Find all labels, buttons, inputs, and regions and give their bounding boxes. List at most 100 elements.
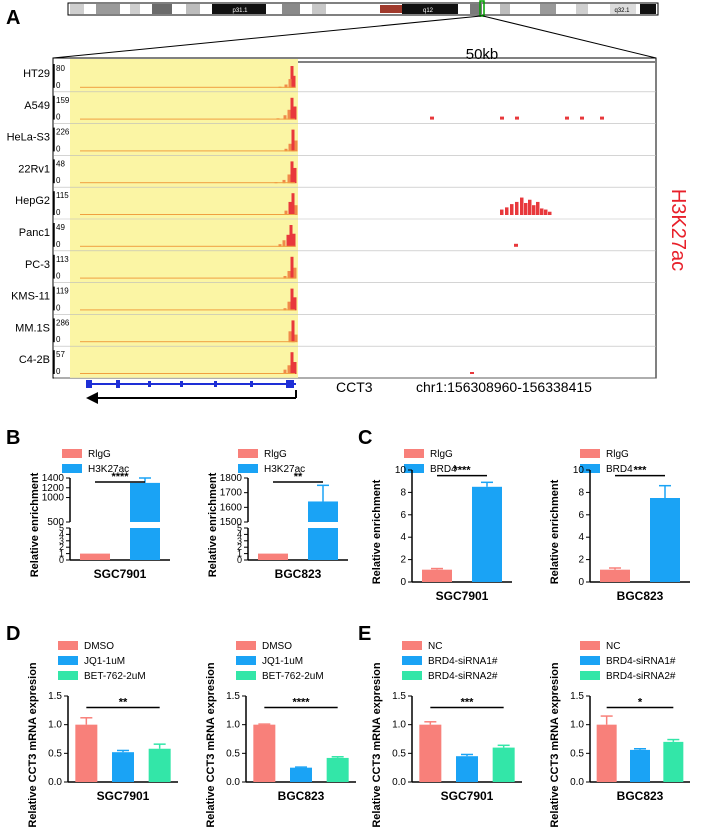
- significance-stars: *: [638, 696, 643, 708]
- x-axis-title: SGC7901: [94, 567, 147, 581]
- signal-peak: [294, 205, 298, 215]
- track-panc1: Panc1 49 0: [19, 223, 656, 252]
- track-min: 0: [56, 208, 61, 217]
- y-tick-label: 0: [237, 555, 242, 565]
- track-a549: A549 159 0: [24, 95, 656, 124]
- signal-baseline: [80, 245, 295, 247]
- y-tick-label: 10: [573, 465, 585, 476]
- legend-swatch: [236, 671, 256, 680]
- signal-peak: [288, 143, 292, 152]
- y-tick-label: 1500: [220, 517, 243, 528]
- track-max: 226: [56, 128, 70, 137]
- y-tick-label: 2: [578, 555, 584, 566]
- y-tick-label: 0: [578, 577, 584, 588]
- y-tick-label: 1200: [42, 483, 65, 494]
- track-pc-3: PC-3 113 0: [25, 255, 656, 283]
- legend-label: NC: [606, 641, 620, 652]
- legend-swatch: [58, 656, 78, 665]
- bar: [596, 724, 617, 782]
- y-tick-label: 2: [59, 542, 64, 552]
- legend-swatch: [404, 464, 424, 473]
- signal-peak: [514, 243, 518, 247]
- panel-label-d: D: [6, 623, 20, 645]
- chart-b-bgc823: RlgG H3K27ac Relative enrichment BGC823 0123…: [207, 449, 348, 581]
- y-tick-label: 1: [237, 549, 242, 559]
- y-tick-label: 1.0: [226, 720, 240, 731]
- signal-baseline: [80, 341, 295, 343]
- band: [130, 4, 140, 14]
- band: [470, 4, 482, 14]
- y-axis-label: Relative CCT3 mRNA expresion: [371, 662, 383, 828]
- arrow-head: [86, 392, 98, 404]
- y-tick-label: 4: [578, 532, 584, 543]
- band-label-q12: q12: [423, 8, 434, 14]
- signal-label: H3K27ac: [667, 189, 689, 271]
- track-ht29: HT29 80 0: [23, 64, 656, 93]
- exon: [148, 381, 151, 387]
- signal-peak: [292, 233, 296, 247]
- exon: [214, 381, 217, 387]
- legend-swatch: [62, 464, 82, 473]
- signal-peak: [528, 199, 532, 215]
- y-tick-label: 1.5: [570, 691, 584, 702]
- legend-label: BRD4: [606, 464, 633, 475]
- legend-label: DMSO: [262, 641, 292, 652]
- signal-peak: [544, 209, 548, 215]
- y-tick-label: 3: [59, 536, 64, 546]
- signal-peak: [287, 109, 291, 120]
- track-name: MM.1S: [15, 322, 50, 334]
- legend-swatch: [238, 464, 258, 473]
- signal-peak: [548, 211, 552, 215]
- signal-peak: [293, 297, 297, 311]
- track-name: HepG2: [15, 195, 50, 207]
- y-tick-label: 0.0: [226, 777, 240, 788]
- legend-label: BRD4-siRNA2#: [428, 671, 498, 682]
- legend-swatch: [404, 449, 424, 458]
- band-q32: [610, 4, 636, 14]
- chart-e-sgc7901: NC BRD4-siRNA1# BRD4-siRNA2# Relative CCT3 …: [371, 641, 522, 828]
- band: [500, 4, 510, 14]
- y-tick-label: 0.0: [48, 777, 62, 788]
- bar: [422, 569, 452, 582]
- signal-peak: [294, 140, 298, 152]
- y-tick-label: 4: [59, 529, 64, 539]
- signal-baseline: [80, 182, 295, 184]
- signal-peak: [287, 174, 291, 184]
- significance-stars: ****: [292, 696, 310, 708]
- legend-label: BET-762-2uM: [84, 671, 146, 682]
- bar: [80, 553, 110, 560]
- band: [540, 4, 556, 14]
- signal-peak: [282, 240, 286, 247]
- track-min: 0: [56, 272, 61, 281]
- track-max: 286: [56, 318, 70, 327]
- exon: [116, 380, 120, 388]
- y-tick-label: 1.0: [48, 720, 62, 731]
- bar: [130, 528, 160, 560]
- exon: [250, 381, 253, 387]
- track-min: 0: [56, 113, 61, 122]
- signal-peak: [288, 331, 292, 343]
- signal-peak: [293, 362, 297, 374]
- track-max: 48: [56, 159, 65, 168]
- band: [640, 4, 656, 14]
- track-max: 113: [56, 255, 69, 264]
- significance-stars: ***: [461, 696, 475, 708]
- x-axis-title: SGC7901: [436, 589, 489, 603]
- track-hela-s3: HeLa-S3 226 0: [7, 127, 656, 156]
- y-tick-label: 1400: [42, 473, 65, 484]
- signal-peak: [291, 193, 295, 215]
- signal-peak: [288, 79, 292, 88]
- significance-stars: ****: [111, 471, 129, 483]
- signal-peak: [293, 267, 297, 279]
- signal-peak: [283, 369, 287, 374]
- y-tick-label: 1.0: [570, 720, 584, 731]
- y-tick-label: 0.0: [570, 777, 584, 788]
- track-min: 0: [56, 335, 61, 344]
- bar: [663, 741, 684, 782]
- track-name: KMS-11: [11, 291, 50, 303]
- band: [312, 4, 326, 14]
- significance-stars: ***: [634, 465, 648, 477]
- band: [282, 4, 300, 14]
